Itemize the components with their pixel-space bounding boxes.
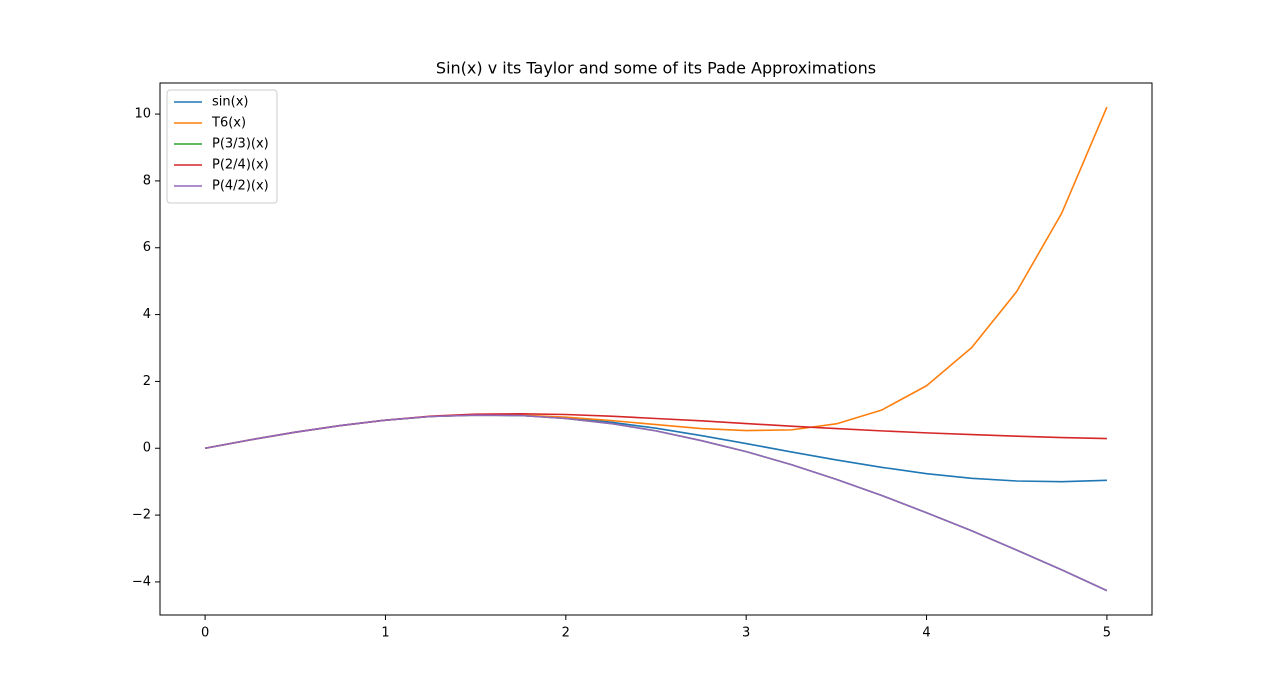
legend-label: sin(x) [212, 95, 248, 110]
legend-label: T6(x) [211, 116, 246, 131]
y-tick-label: 6 [143, 240, 151, 255]
legend-label: P(4/2)(x) [212, 179, 269, 194]
y-tick-label: −2 [132, 508, 151, 523]
plot-frame [159, 82, 1153, 616]
y-tick-label: 4 [143, 307, 151, 322]
y-tick-label: 2 [143, 374, 151, 389]
chart-title: Sin(x) v its Taylor and some of its Pade… [436, 59, 876, 78]
series-line [204, 414, 1108, 592]
x-tick-label: 5 [1103, 626, 1111, 641]
legend: sin(x) T6(x) P(3/3)(x) P(2/4)(x) P(4/2)(x) [166, 89, 278, 204]
legend-box [166, 89, 278, 204]
y-tick-label: 8 [143, 173, 151, 188]
x-tick-label: 0 [201, 626, 209, 641]
y-tick-label: −4 [132, 574, 151, 589]
y-tick-label: 0 [143, 441, 151, 456]
x-tick-label: 4 [922, 626, 930, 641]
y-tick-label: 10 [134, 107, 151, 122]
legend-label: P(2/4)(x) [212, 158, 269, 173]
legend-label: P(3/3)(x) [212, 137, 269, 152]
x-tick-label: 3 [742, 626, 750, 641]
x-tick-label: 2 [562, 626, 570, 641]
x-tick-label: 1 [381, 626, 389, 641]
